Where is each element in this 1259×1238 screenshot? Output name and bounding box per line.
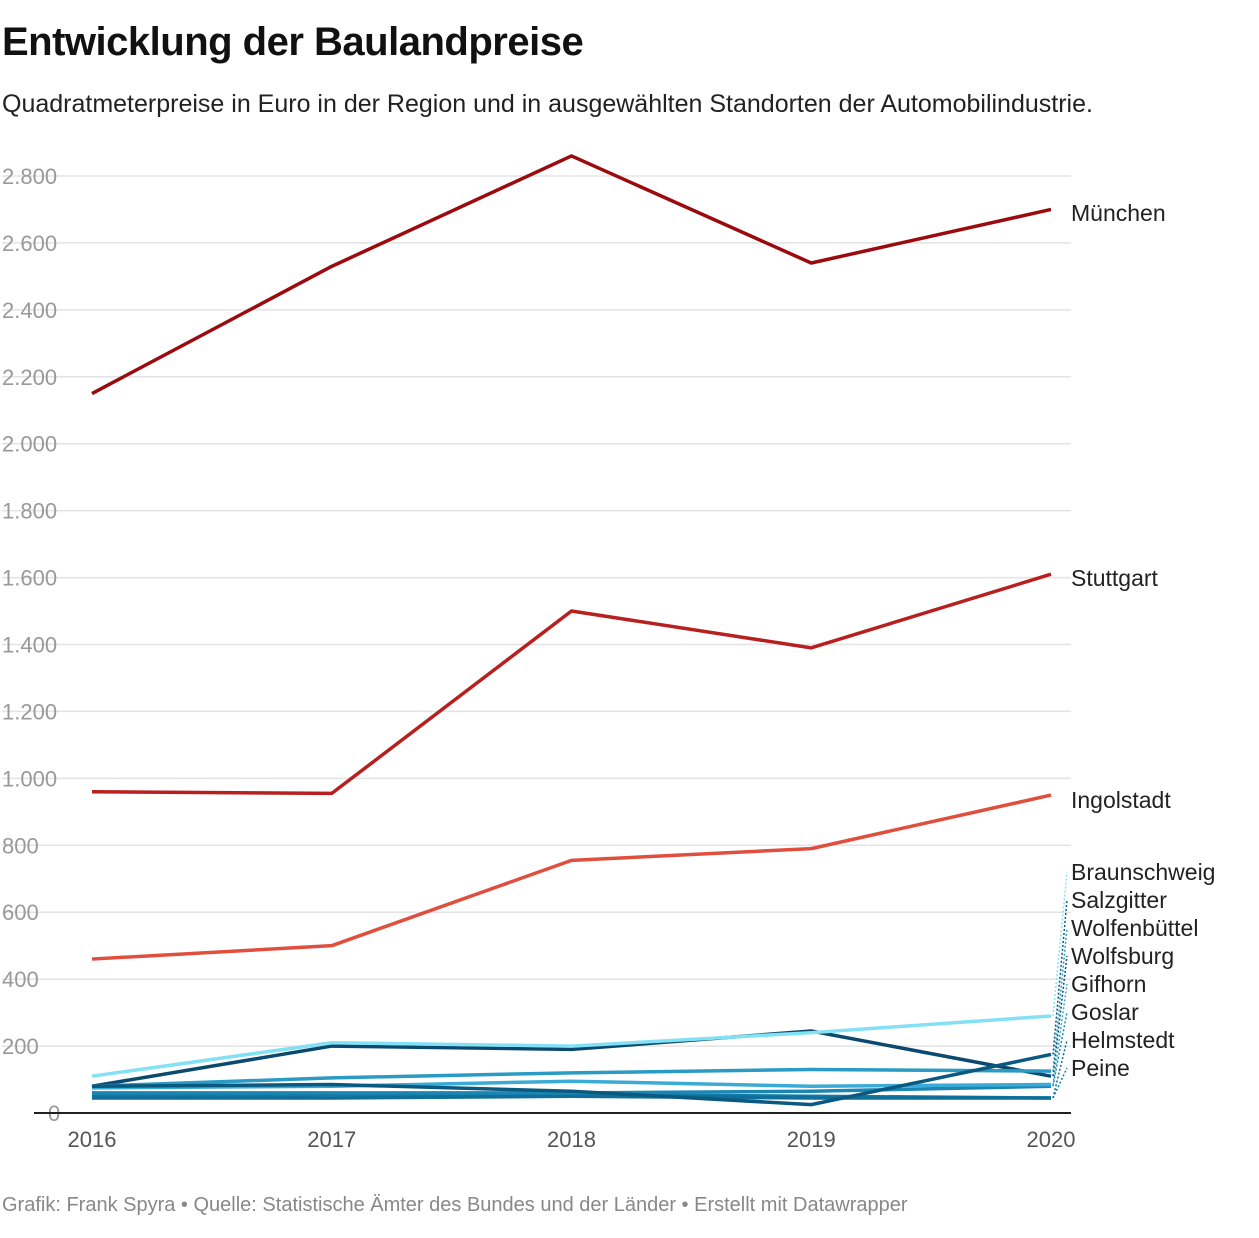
label-connector <box>1052 955 1068 1077</box>
series-line-wolfenbüttel <box>91 1067 1052 1088</box>
chart-subtitle: Quadratmeterpreise in Euro in der Region… <box>2 90 1093 118</box>
y-tick-label: 600 <box>2 900 39 925</box>
y-tick-label: 1.200 <box>2 699 57 724</box>
label-connector <box>1052 1039 1068 1099</box>
y-tick-label: 800 <box>2 833 39 858</box>
series-label: Braunschweig <box>1071 859 1215 885</box>
y-tick-label: 200 <box>2 1034 39 1059</box>
y-tick-label: 400 <box>2 967 39 992</box>
series-line-helmstedt <box>92 1094 1051 1100</box>
x-tick-label: 2018 <box>547 1127 596 1152</box>
label-connector <box>1052 1011 1068 1087</box>
series-line-wolfsburg <box>91 1029 1052 1088</box>
series-line-salzgitter <box>91 1052 1052 1107</box>
series-label: Peine <box>1071 1055 1130 1081</box>
series-label: Goslar <box>1071 999 1139 1025</box>
y-tick-label: 2.400 <box>2 298 57 323</box>
y-tick-label: 2.800 <box>2 164 57 189</box>
x-tick-label: 2020 <box>1027 1127 1076 1152</box>
y-tick-label: 1.800 <box>2 499 57 524</box>
x-tick-label: 2016 <box>68 1127 117 1152</box>
series-line-braunschweig <box>91 1014 1052 1078</box>
label-connector <box>1052 871 1068 1017</box>
y-tick-label: 1.400 <box>2 633 57 658</box>
series-line-ingolstadt <box>91 793 1052 961</box>
series-line-stuttgart <box>91 572 1052 796</box>
series-label: Helmstedt <box>1071 1027 1175 1053</box>
chart-title: Entwicklung der Baulandpreise <box>2 20 584 64</box>
x-tick-label: 2017 <box>307 1127 356 1152</box>
y-tick-label: 2.600 <box>2 231 57 256</box>
series-label: Ingolstadt <box>1071 787 1171 813</box>
chart-footer: Grafik: Frank Spyra • Quelle: Statistisc… <box>2 1194 908 1216</box>
series-line-münchen <box>91 154 1052 396</box>
series-label: Gifhorn <box>1071 971 1146 997</box>
series-label: Salzgitter <box>1071 887 1167 913</box>
label-connector <box>1052 1067 1068 1099</box>
x-tick-label: 2019 <box>787 1127 836 1152</box>
label-connector <box>1052 983 1068 1085</box>
series-label: Wolfenbüttel <box>1071 915 1198 941</box>
series-label: Wolfsburg <box>1071 943 1174 969</box>
label-connector <box>1052 899 1068 1055</box>
series-label: München <box>1071 200 1166 226</box>
series-label: Stuttgart <box>1071 565 1159 591</box>
y-tick-label: 2.000 <box>2 432 57 457</box>
y-tick-label: 1.000 <box>2 766 57 791</box>
y-tick-label: 1.600 <box>2 566 57 591</box>
y-tick-label: 2.200 <box>2 365 57 390</box>
